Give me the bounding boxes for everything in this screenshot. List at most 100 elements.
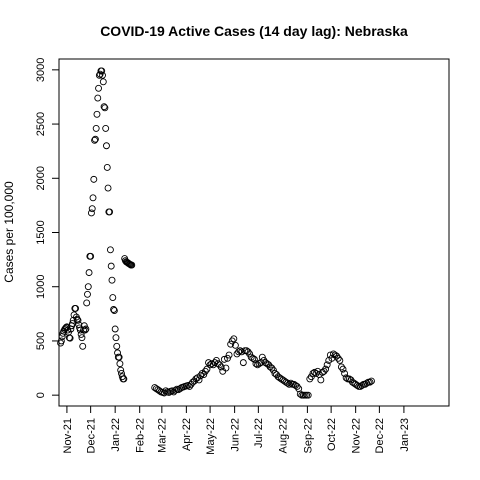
- data-point: [334, 354, 342, 362]
- data-point: [101, 104, 109, 112]
- data-point: [65, 334, 73, 342]
- data-point: [285, 380, 293, 388]
- data-point: [337, 363, 345, 371]
- data-point: [224, 354, 231, 362]
- data-point: [99, 78, 107, 86]
- data-point: [92, 124, 100, 132]
- data-point: [57, 337, 65, 345]
- data-point: [108, 276, 116, 284]
- data-point: [322, 365, 330, 373]
- data-point: [222, 364, 230, 372]
- data-point: [81, 326, 89, 334]
- x-tick-label: Sep-22: [302, 418, 314, 453]
- x-tick-label: Apr-22: [181, 418, 193, 451]
- y-tick-label: 2000: [35, 166, 47, 190]
- data-point: [102, 124, 110, 132]
- data-point: [100, 103, 108, 111]
- data-point: [85, 269, 93, 277]
- data-point: [87, 252, 95, 260]
- x-tick-label: Feb-22: [135, 418, 147, 453]
- data-point: [296, 390, 304, 398]
- data-point: [341, 370, 349, 377]
- data-point: [268, 364, 276, 372]
- data-point: [117, 366, 125, 374]
- data-point: [82, 325, 90, 333]
- data-point: [304, 391, 312, 399]
- chart-title: COVID-19 Active Cases (14 day lag): Nebr…: [100, 23, 408, 39]
- y-tick-label: 0: [35, 392, 47, 398]
- data-point: [293, 383, 301, 390]
- data-point: [306, 375, 314, 383]
- data-point: [91, 136, 99, 144]
- data-point: [128, 261, 136, 269]
- data-point: [201, 367, 209, 375]
- data-point: [284, 379, 292, 387]
- data-point: [160, 389, 168, 397]
- data-point: [231, 341, 239, 349]
- x-tick-label: Nov-21: [62, 418, 74, 453]
- x-tick-label: Dec-21: [85, 418, 97, 453]
- data-point: [93, 110, 101, 118]
- y-tick-label: 2500: [35, 112, 47, 136]
- data-point: [116, 360, 124, 368]
- data-point: [317, 376, 325, 384]
- data-point: [84, 290, 91, 298]
- data-point: [249, 354, 257, 362]
- data-point: [113, 342, 121, 350]
- x-tick-label: Jun-22: [229, 418, 241, 452]
- data-point: [239, 359, 247, 367]
- data-point: [110, 306, 118, 313]
- data-point: [217, 363, 225, 371]
- data-point: [252, 360, 260, 368]
- data-point: [110, 307, 118, 315]
- x-tick-label: Mar-22: [157, 418, 169, 453]
- data-point: [83, 299, 91, 307]
- x-tick-label: Jul-22: [253, 418, 265, 448]
- data-point: [255, 360, 263, 368]
- data-point: [250, 355, 258, 363]
- data-point: [94, 94, 102, 102]
- data-point: [106, 208, 114, 216]
- data-point: [200, 371, 208, 379]
- y-tick-label: 3000: [35, 58, 47, 82]
- y-axis-label: Cases per 100,000: [2, 181, 16, 283]
- x-tick-label: Nov-22: [351, 418, 363, 453]
- x-tick-label: Dec-22: [374, 418, 386, 453]
- x-tick-label: Jan-22: [110, 418, 122, 452]
- data-point: [111, 325, 119, 333]
- data-point: [89, 194, 97, 202]
- data-point: [312, 370, 320, 377]
- data-point: [339, 365, 347, 373]
- data-point: [195, 376, 203, 384]
- data-point: [103, 142, 110, 150]
- data-point: [120, 375, 128, 383]
- data-point: [168, 387, 176, 395]
- data-point: [366, 378, 374, 386]
- data-point: [95, 84, 103, 92]
- data-point: [225, 351, 233, 359]
- data-point: [79, 342, 87, 350]
- data-point: [336, 357, 344, 364]
- data-point: [114, 349, 121, 357]
- y-axis: 0 500 1000 1500 2000 2500 3000: [35, 58, 59, 398]
- data-point: [103, 163, 111, 171]
- data-point: [88, 205, 96, 213]
- data-point: [220, 355, 228, 363]
- data-point: [192, 375, 200, 383]
- y-tick-label: 1500: [35, 220, 47, 244]
- data-point: [104, 184, 112, 192]
- data-point: [99, 71, 106, 79]
- y-tick-label: 1000: [35, 274, 47, 298]
- x-tick-label: May-22: [205, 418, 217, 455]
- data-point: [90, 175, 98, 183]
- data-point: [353, 381, 361, 389]
- data-point: [68, 320, 76, 328]
- data-point: [87, 209, 95, 217]
- data-point: [107, 262, 115, 270]
- data-point: [106, 246, 114, 254]
- data-point: [326, 351, 334, 359]
- data-point: [84, 283, 92, 291]
- data-point: [320, 367, 328, 375]
- data-point: [258, 353, 266, 361]
